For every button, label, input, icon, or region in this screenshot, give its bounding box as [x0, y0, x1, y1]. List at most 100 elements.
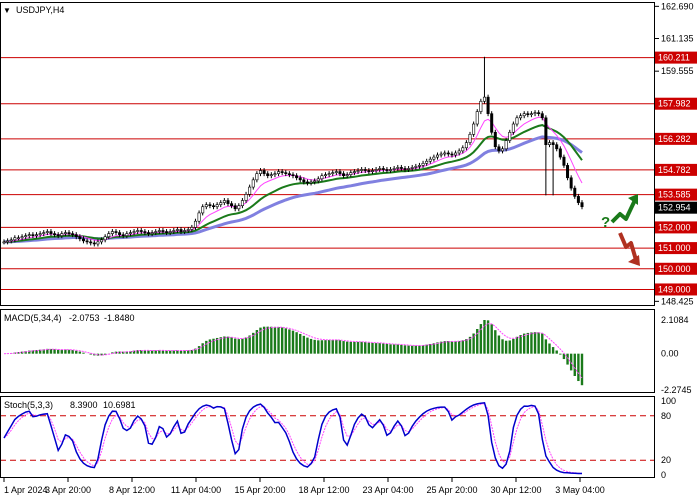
current-price-text: 152.954	[658, 203, 691, 213]
price-level-tag	[655, 97, 697, 110]
candle-body	[16, 237, 20, 240]
candle-body	[193, 220, 197, 228]
candle-body	[331, 172, 335, 174]
candle-body	[114, 231, 118, 233]
candle-body	[143, 231, 147, 233]
candle-body	[396, 167, 400, 169]
stoch-tick-label: 0	[661, 470, 666, 480]
price-level-tag-text: 154.782	[658, 165, 691, 175]
candle-body	[100, 239, 104, 243]
candle-body	[240, 200, 244, 207]
price-level-tag	[655, 221, 697, 234]
candle-body	[284, 172, 288, 174]
candle-body	[309, 181, 313, 184]
macd-value-2: -1.8480	[104, 313, 135, 323]
candle-body	[461, 147, 465, 152]
candle-body	[324, 174, 328, 177]
candle-body	[302, 179, 306, 183]
candle-body	[381, 168, 385, 170]
time-tick-label: 18 Apr 12:00	[298, 485, 349, 495]
candle-body	[497, 146, 501, 152]
stoch-label: Stoch(5,3,3)	[4, 400, 53, 410]
candle-body	[139, 230, 143, 232]
candle-body	[27, 234, 31, 236]
candle-body	[410, 167, 414, 169]
candle-body	[558, 148, 562, 158]
candle-body	[35, 234, 39, 236]
candle-body	[78, 236, 82, 240]
candle-body	[526, 113, 530, 116]
candle-body	[273, 173, 277, 175]
mid-ma-line	[3, 124, 583, 243]
dropdown-triangle-icon[interactable]: ▼	[3, 6, 11, 15]
candle-body	[298, 177, 302, 181]
candle-body	[511, 123, 515, 133]
candle-body	[6, 240, 10, 243]
stoch-legend: Stoch(5,3,3) 8.3900 10.6981	[4, 400, 136, 410]
candle-body	[226, 200, 230, 204]
candle-body	[482, 96, 486, 102]
candle-body	[320, 175, 324, 180]
macd-pane	[3, 320, 584, 386]
candle-body	[378, 168, 382, 170]
stoch-value-1: 8.3900	[70, 400, 98, 410]
candle-body	[67, 232, 71, 234]
candle-body	[529, 113, 533, 116]
candle-body	[157, 230, 161, 232]
price-level-tag-text: 149.000	[658, 284, 691, 294]
candle-body	[479, 100, 483, 112]
stoch-tick-label: 80	[661, 411, 671, 421]
forecast-arrows: ?	[601, 194, 640, 266]
symbol-label: USDJPY,H4	[16, 5, 64, 15]
price-level-tag-text: 160.211	[658, 53, 690, 63]
price-tick-label: 162.690	[661, 1, 694, 11]
candle-body	[468, 134, 472, 143]
candle-body	[414, 166, 418, 168]
time-tick-label: 11 Apr 04:00	[171, 485, 221, 495]
candle-body	[569, 177, 573, 189]
candle-body	[446, 152, 450, 155]
candle-body	[338, 171, 342, 174]
candle-body	[262, 170, 266, 174]
candle-body	[60, 233, 64, 236]
candle-body	[327, 173, 331, 175]
candle-body	[56, 234, 60, 236]
candle-body	[472, 123, 476, 135]
candle-body	[49, 231, 53, 234]
candle-body	[233, 205, 237, 210]
stoch-pane-frame	[0, 396, 655, 478]
candle-body	[450, 153, 454, 156]
candle-body	[13, 237, 17, 241]
current-price-tag	[655, 201, 697, 214]
candle-body	[508, 131, 512, 141]
macd-tick-label: 0.00	[661, 349, 679, 359]
candle-body	[147, 232, 151, 234]
price-level-tag-text: 150.000	[658, 264, 691, 274]
stoch-main-line	[3, 401, 582, 475]
candle-body	[551, 142, 555, 145]
candle-body	[580, 202, 584, 208]
candle-body	[251, 179, 255, 188]
macd-label: MACD(5,34,4)	[4, 313, 62, 323]
candle-body	[457, 150, 461, 154]
candle-body	[219, 202, 223, 205]
stochastic-pane	[0, 401, 655, 475]
price-level-tag	[655, 242, 697, 255]
candle-body	[334, 171, 338, 173]
time-tick-label: 8 Apr 12:00	[109, 485, 155, 495]
candle-body	[356, 170, 360, 172]
price-level-tag	[655, 188, 697, 201]
down-arrow-icon	[618, 232, 640, 266]
candle-body	[168, 231, 172, 233]
candle-body	[237, 205, 241, 210]
candle-body	[519, 115, 523, 119]
candle-body	[443, 152, 447, 155]
candle-body	[125, 233, 129, 236]
time-tick-label: 30 Apr 12:00	[490, 485, 541, 495]
candle-body	[421, 163, 425, 166]
candle-body	[295, 175, 299, 179]
candle-body	[493, 131, 497, 148]
price-level-tag-text: 157.982	[658, 99, 691, 109]
candle-body	[533, 112, 537, 114]
macd-tick-label: -2.2745	[661, 385, 692, 395]
